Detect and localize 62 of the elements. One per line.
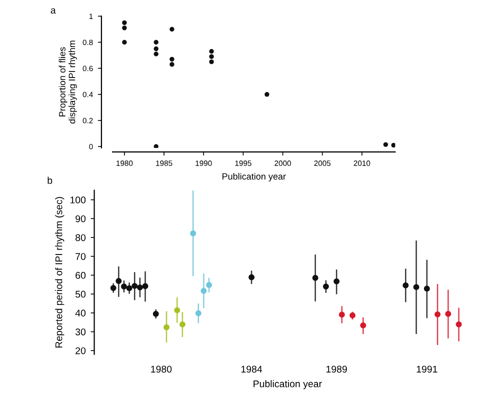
point xyxy=(334,278,340,284)
point xyxy=(264,92,270,97)
point xyxy=(190,230,196,236)
point xyxy=(424,286,430,292)
point xyxy=(170,56,174,62)
point xyxy=(174,307,180,314)
x-axis-title: Publication year xyxy=(254,380,322,390)
y-tick-label: 70 xyxy=(76,253,86,260)
point xyxy=(142,283,148,290)
point xyxy=(120,284,127,290)
x-tick-label: 1984 xyxy=(241,366,262,373)
point xyxy=(456,321,462,328)
point xyxy=(209,54,214,59)
y-tick-label: 50 xyxy=(76,290,86,298)
point xyxy=(312,274,318,281)
point xyxy=(116,278,122,284)
point xyxy=(209,59,214,64)
point xyxy=(434,311,441,318)
point xyxy=(170,62,174,67)
x-tick-label: 1989 xyxy=(326,366,347,373)
point xyxy=(122,40,127,45)
point xyxy=(338,312,345,318)
point xyxy=(179,321,186,328)
point xyxy=(110,285,116,291)
point xyxy=(152,310,159,317)
point xyxy=(445,310,452,317)
y-tick-label: 40 xyxy=(75,310,86,317)
point xyxy=(154,46,158,52)
point xyxy=(132,282,138,289)
point xyxy=(360,322,366,328)
y-tick-label: 100 xyxy=(70,196,86,204)
point xyxy=(122,26,127,30)
y-tick-label: 90 xyxy=(76,215,86,222)
y-tick-label: 20 xyxy=(76,347,86,354)
point xyxy=(195,310,202,316)
point xyxy=(209,49,214,54)
point xyxy=(122,20,127,26)
point xyxy=(154,144,158,148)
x-tick-label: 1980 xyxy=(151,366,172,373)
point xyxy=(391,142,396,148)
point xyxy=(136,284,143,290)
point xyxy=(413,284,420,290)
point xyxy=(126,285,132,292)
y-axis-title: Proportion of flies displaying IPI rhythm xyxy=(58,40,77,124)
text: a xyxy=(50,8,56,14)
x-axis-title: Publication year xyxy=(222,173,286,182)
point xyxy=(200,288,207,294)
y-tick-label: 80 xyxy=(76,234,86,242)
point xyxy=(383,142,388,147)
point xyxy=(248,274,255,280)
point xyxy=(322,284,329,290)
y-axis-title: Reported period of IPI rhythm (sec) xyxy=(55,197,64,348)
point xyxy=(170,26,174,32)
point xyxy=(154,40,158,45)
point xyxy=(402,282,409,288)
point xyxy=(164,324,170,330)
point xyxy=(206,282,212,288)
y-tick-label: 30 xyxy=(75,328,86,336)
x-tick-label: 1991 xyxy=(416,366,438,373)
text: b xyxy=(48,176,52,184)
point xyxy=(154,52,158,56)
y-tick-label: 60 xyxy=(76,272,86,279)
